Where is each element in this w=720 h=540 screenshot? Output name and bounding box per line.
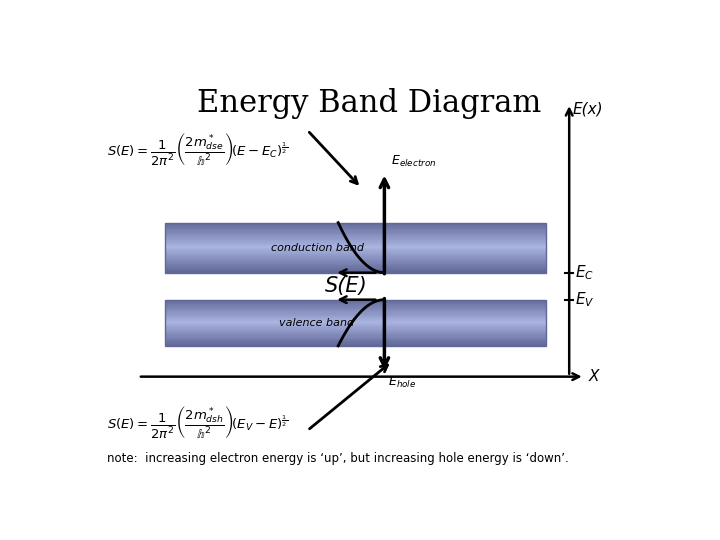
Bar — [165, 345, 546, 346]
Bar — [165, 300, 546, 301]
Bar — [165, 303, 546, 304]
Bar — [165, 272, 546, 273]
Bar — [165, 341, 546, 342]
Bar — [165, 262, 546, 264]
Bar — [165, 260, 546, 261]
Bar — [165, 338, 546, 339]
Bar — [165, 312, 546, 314]
Bar — [165, 342, 546, 343]
Bar — [165, 327, 546, 328]
Bar — [165, 245, 546, 246]
Text: valence band: valence band — [279, 318, 354, 328]
Bar — [165, 339, 546, 340]
Bar — [165, 316, 546, 317]
Text: note:  increasing electron energy is ‘up’, but increasing hole energy is ‘down’.: note: increasing electron energy is ‘up’… — [107, 452, 569, 465]
Bar — [165, 307, 546, 308]
Bar — [165, 255, 546, 256]
Bar — [165, 235, 546, 237]
Bar — [165, 244, 546, 245]
Bar — [165, 333, 546, 334]
Bar — [165, 252, 546, 253]
Bar — [165, 309, 546, 310]
Bar — [165, 228, 546, 229]
Bar — [165, 323, 546, 324]
Bar — [165, 225, 546, 226]
Text: X: X — [588, 369, 599, 384]
Bar — [165, 240, 546, 241]
Bar — [165, 331, 546, 332]
Bar — [165, 310, 546, 311]
Bar — [165, 302, 546, 303]
Bar — [165, 317, 546, 318]
Bar — [165, 264, 546, 265]
Bar — [165, 265, 546, 266]
Bar — [165, 266, 546, 268]
Bar — [165, 268, 546, 269]
Text: S(E): S(E) — [325, 276, 367, 296]
Bar — [165, 311, 546, 312]
Bar — [165, 270, 546, 272]
Bar — [165, 233, 546, 234]
Bar — [165, 237, 546, 238]
Bar — [165, 326, 546, 327]
Bar — [165, 318, 546, 319]
Bar — [165, 335, 546, 336]
Bar — [165, 241, 546, 242]
Bar — [165, 300, 546, 346]
Text: E$_{electron}$: E$_{electron}$ — [390, 154, 436, 168]
Bar — [165, 230, 546, 232]
Bar — [165, 250, 546, 252]
Bar — [165, 234, 546, 235]
Bar — [165, 308, 546, 309]
Bar — [165, 314, 546, 315]
Bar — [165, 343, 546, 345]
Text: E$_C$: E$_C$ — [575, 264, 595, 282]
Bar — [165, 246, 546, 248]
Bar — [165, 222, 546, 273]
Bar — [165, 256, 546, 258]
Bar — [165, 259, 546, 260]
Bar — [165, 340, 546, 341]
Text: Energy Band Diagram: Energy Band Diagram — [197, 88, 541, 119]
Bar — [165, 306, 546, 307]
Bar — [165, 301, 546, 302]
Bar — [165, 332, 546, 333]
Bar — [165, 328, 546, 330]
Text: $S(E) = \dfrac{1}{2\pi^2}\left(\dfrac{2m^*_{dsh}}{\mathbb{h}^2}\right)\!\left(E_: $S(E) = \dfrac{1}{2\pi^2}\left(\dfrac{2m… — [107, 405, 288, 441]
Bar — [165, 261, 546, 262]
Bar — [165, 253, 546, 254]
Bar — [165, 319, 546, 320]
Bar — [165, 229, 546, 230]
Text: $S(E) = \dfrac{1}{2\pi^2}\left(\dfrac{2m^*_{dse}}{\mathbb{h}^2}\right)\!\left(E : $S(E) = \dfrac{1}{2\pi^2}\left(\dfrac{2m… — [107, 132, 288, 167]
Bar — [165, 242, 546, 244]
Bar — [165, 224, 546, 225]
Bar — [165, 304, 546, 306]
Bar — [165, 239, 546, 240]
Bar — [165, 336, 546, 338]
Bar — [165, 248, 546, 249]
Text: E$_{hole}$: E$_{hole}$ — [388, 375, 417, 390]
Text: conduction band: conduction band — [271, 242, 364, 253]
Bar — [165, 269, 546, 270]
Bar — [165, 315, 546, 316]
Bar — [165, 325, 546, 326]
Bar — [165, 249, 546, 250]
Bar — [165, 324, 546, 325]
Bar — [165, 322, 546, 323]
Bar — [165, 254, 546, 255]
Bar — [165, 238, 546, 239]
Bar — [165, 330, 546, 331]
Bar — [165, 320, 546, 322]
Bar — [165, 334, 546, 335]
Bar — [165, 222, 546, 224]
Text: E$_V$: E$_V$ — [575, 291, 595, 309]
Bar — [165, 258, 546, 259]
Text: E(x): E(x) — [573, 102, 603, 117]
Bar — [165, 232, 546, 233]
Bar — [165, 226, 546, 228]
